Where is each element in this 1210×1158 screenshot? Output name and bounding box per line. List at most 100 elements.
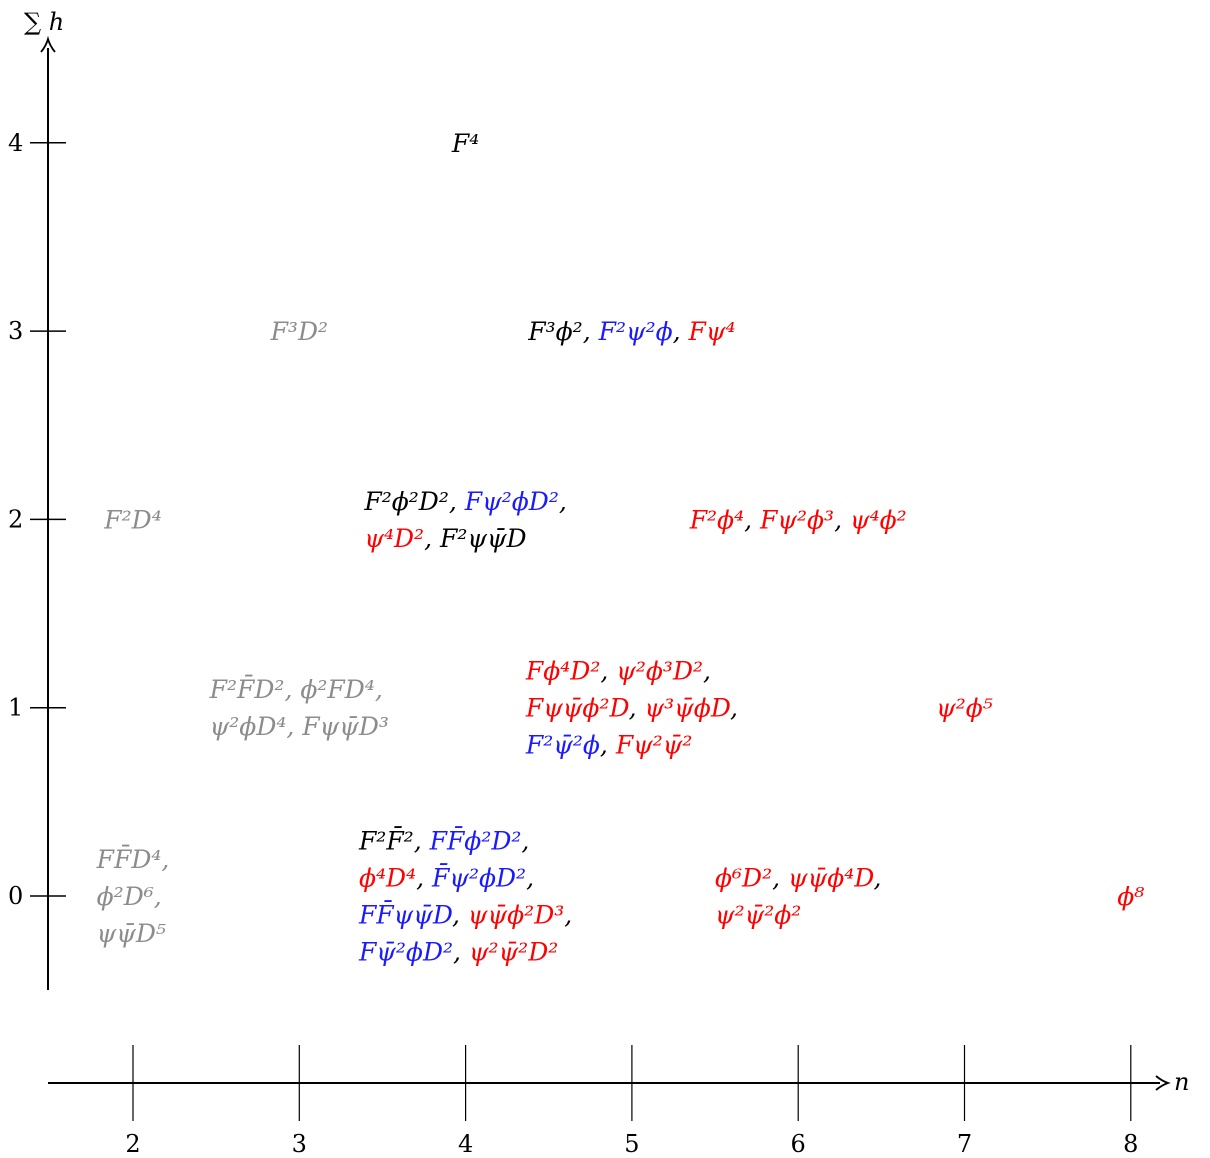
operator-entry: F²ϕ²D², Fψ²ϕD², ψ⁴D², F²ψψ̄D — [363, 487, 566, 553]
operator-term: ϕ²D⁶, — [97, 882, 162, 911]
operator-entry: F³D² — [270, 317, 328, 346]
operator-term: , F²ψψ̄D — [424, 524, 527, 553]
operator-entry: F²D⁴ — [103, 505, 161, 534]
operator-line: ϕ²D⁶, — [97, 882, 162, 911]
operator-term: , — [600, 731, 616, 760]
operator-line: Fϕ⁴D², ψ²ϕ³D², — [525, 657, 711, 686]
operator-term: , — [564, 901, 572, 930]
operator-term: ϕ⁶D² — [715, 864, 772, 893]
operator-term: F²ϕ⁴ — [689, 505, 744, 534]
operator-term: ψ²ϕD⁴, Fψψ̄D³ — [210, 712, 389, 741]
operator-entries: F⁴ F³D² F³ϕ², F²ψ²ϕ, Fψ⁴ F²D⁴ F²ϕ²D², Fψ²ϕD²… — [96, 129, 1145, 967]
operator-term: Fψ²ϕD² — [464, 487, 559, 516]
operator-line: F²ψ̄²ϕ, Fψ²ψ̄² — [525, 731, 693, 760]
y-tick-label: 0 — [8, 882, 23, 910]
x-ticks: 2 3 4 5 6 7 8 — [125, 1045, 1138, 1158]
operator-term: FF̄D⁴, — [96, 845, 170, 874]
operator-term: , — [600, 657, 616, 686]
operator-line: ψψ̄D⁵ — [97, 919, 166, 948]
x-tick-label: 6 — [791, 1130, 806, 1158]
operator-line: ψ²ψ̄²ϕ² — [715, 901, 801, 930]
operator-term: , — [744, 505, 760, 534]
operator-term: , — [730, 694, 738, 723]
operator-term: , — [416, 864, 432, 893]
operator-term: , — [453, 938, 469, 967]
operator-line: Fψψ̄ϕ²D, ψ³ψ̄ϕD, — [525, 694, 738, 723]
operator-term: , — [703, 657, 711, 686]
operator-term: ψψ̄D⁵ — [97, 919, 166, 948]
operator-term: ψ²ψ̄²D² — [469, 938, 558, 967]
operator-term: F²ϕ²D², — [363, 487, 464, 516]
operator-entry: ϕ⁸ — [1117, 882, 1144, 911]
y-ticks: 0 1 2 3 4 — [8, 129, 66, 910]
operator-term: ψ²ϕ³D² — [616, 657, 703, 686]
operator-line: F²ϕ²D², Fψ²ϕD², — [363, 487, 566, 516]
operator-term: F²D⁴ — [103, 505, 161, 534]
x-axis-arrowhead — [1155, 1075, 1171, 1091]
operator-entry: FF̄D⁴, ϕ²D⁶, ψψ̄D⁵ — [96, 845, 170, 948]
operator-term: , — [452, 901, 468, 930]
y-tick-label: 3 — [8, 317, 23, 345]
operator-term: , — [629, 694, 645, 723]
operator-term: ψψ̄ϕ⁴D — [788, 864, 874, 893]
y-tick-label: 2 — [8, 505, 23, 533]
operator-entry: ϕ⁶D², ψψ̄ϕ⁴D, ψ²ψ̄²ϕ² — [715, 864, 881, 930]
operator-line: F³D² — [270, 317, 328, 346]
y-axis-title: ∑ h — [24, 8, 64, 36]
x-tick-label: 2 — [125, 1130, 140, 1158]
operator-line: ϕ⁸ — [1117, 882, 1144, 911]
operator-line: FF̄ψψ̄D, ψψ̄ϕ²D³, — [358, 901, 572, 930]
operator-term: Fψ²ϕ³ — [759, 505, 834, 534]
operator-term: Fψ̄²ϕD² — [358, 938, 453, 967]
axes: ∑ h n — [24, 8, 1189, 1096]
operator-term: FF̄ψψ̄D — [358, 901, 453, 930]
operator-term: ϕ⁴D⁴ — [359, 864, 416, 893]
operator-entry: ψ²ϕ⁵ — [936, 694, 993, 723]
operator-term: , — [673, 317, 689, 346]
operator-term: F³ϕ², — [527, 317, 598, 346]
y-axis-arrowhead — [40, 35, 56, 53]
operator-term: F²ψ²ϕ — [598, 317, 673, 346]
x-tick-label: 3 — [292, 1130, 307, 1158]
operator-entry: F²ϕ⁴, Fψ²ϕ³, ψ⁴ϕ² — [689, 505, 907, 534]
x-tick-label: 4 — [458, 1130, 473, 1158]
x-tick-label: 5 — [624, 1130, 639, 1158]
x-tick-label: 8 — [1123, 1130, 1138, 1158]
operator-entry: F²F̄², FF̄ϕ²D²,ϕ⁴D⁴, F̄ψ²ϕD²,FF̄ψψ̄D, ψψ… — [358, 827, 572, 967]
operator-line: ϕ⁴D⁴, F̄ψ²ϕD², — [359, 864, 534, 893]
y-tick-label: 4 — [8, 129, 23, 157]
operator-term: ψ⁴D² — [364, 524, 424, 553]
operator-term: ψ⁴ϕ² — [850, 505, 907, 534]
operator-line: F²D⁴ — [103, 505, 161, 534]
operator-term: F⁴ — [451, 129, 479, 158]
operator-term: Fψ⁴ — [688, 317, 736, 346]
operator-line: Fψ̄²ϕD², ψ²ψ̄²D² — [358, 938, 558, 967]
operator-term: ψ³ψ̄ϕD — [645, 694, 731, 723]
operator-line: F²F̄D², ϕ²FD⁴, — [209, 675, 383, 704]
operator-term: Fϕ⁴D² — [525, 657, 600, 686]
operator-term: FF̄ϕ²D² — [429, 827, 522, 856]
operator-term: , — [521, 827, 529, 856]
x-tick-label: 7 — [957, 1130, 972, 1158]
operator-line: F²ϕ⁴, Fψ²ϕ³, ψ⁴ϕ² — [689, 505, 907, 534]
y-tick-label: 1 — [8, 694, 23, 722]
operator-line: ψ⁴D², F²ψψ̄D — [364, 524, 526, 553]
operator-entry: Fϕ⁴D², ψ²ϕ³D²,Fψψ̄ϕ²D, ψ³ψ̄ϕD,F²ψ̄²ϕ, Fψ… — [525, 657, 738, 760]
operator-term: ψψ̄ϕ²D³ — [468, 901, 564, 930]
operator-term: Fψψ̄ϕ²D — [525, 694, 630, 723]
operator-term: , — [559, 487, 567, 516]
operator-term: F²F̄D², ϕ²FD⁴, — [209, 675, 383, 704]
operator-entry: F²F̄D², ϕ²FD⁴, ψ²ϕD⁴, Fψψ̄D³ — [209, 675, 389, 741]
operator-line: F⁴ — [451, 129, 479, 158]
operator-entry: F⁴ — [451, 129, 479, 158]
operator-line: FF̄D⁴, — [96, 845, 170, 874]
operator-term: Fψ²ψ̄² — [615, 731, 693, 760]
x-axis-title: n — [1174, 1068, 1189, 1096]
operator-entry: F³ϕ², F²ψ²ϕ, Fψ⁴ — [527, 317, 735, 346]
operator-line: ϕ⁶D², ψψ̄ϕ⁴D, — [715, 864, 881, 893]
operator-term: , — [526, 864, 534, 893]
operator-term: , — [772, 864, 788, 893]
operator-term: , — [873, 864, 881, 893]
operator-term: ψ²ψ̄²ϕ² — [715, 901, 801, 930]
